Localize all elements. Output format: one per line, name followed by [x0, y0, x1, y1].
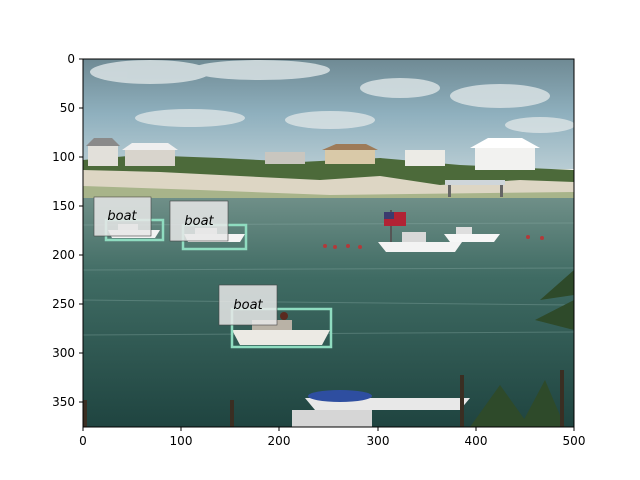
y-tick-label: 300: [52, 346, 75, 360]
axes-frame: [82, 58, 575, 428]
detection-3: boat: [218, 284, 333, 349]
clouds: [90, 60, 574, 133]
label-bg-1: [93, 196, 152, 237]
x-axis: 0 100 200 300 400 500: [79, 427, 585, 448]
beach: [83, 170, 574, 196]
dune-grass: [83, 186, 574, 200]
det-label-1: boat: [107, 209, 137, 224]
x-tick-label: 400: [465, 434, 488, 448]
water-ripples: [83, 222, 574, 336]
y-tick-label: 250: [52, 297, 75, 311]
y-tick-label: 100: [52, 150, 75, 164]
det-label-3: boat: [233, 298, 263, 313]
label-bg-3: [218, 284, 278, 326]
x-tick-label: 500: [563, 434, 586, 448]
swimmers: [323, 235, 544, 249]
detection-1: boat: [93, 196, 165, 242]
detection-2: boat: [169, 200, 248, 251]
y-tick-label: 150: [52, 199, 75, 213]
x-tick-label: 100: [170, 434, 193, 448]
boat-shape-5: [444, 227, 500, 242]
pier: [445, 180, 505, 197]
palm-fronds: [470, 270, 574, 427]
x-tick-label: 0: [79, 434, 87, 448]
x-tick-label: 300: [367, 434, 390, 448]
x-tick-label: 200: [268, 434, 291, 448]
y-axis: 0 50 100 150 200 250 300 350: [52, 52, 83, 409]
y-tick-label: 50: [60, 101, 75, 115]
photo: [83, 59, 574, 427]
y-tick-label: 350: [52, 395, 75, 409]
label-bg-2: [169, 200, 229, 242]
bottom-dock: [83, 370, 564, 427]
bbox-3: [230, 307, 333, 349]
y-tick-label: 200: [52, 248, 75, 262]
houses: [86, 138, 540, 170]
det-label-2: boat: [184, 214, 214, 229]
boat-shape-4: [378, 210, 462, 252]
y-tick-label: 0: [67, 52, 75, 66]
